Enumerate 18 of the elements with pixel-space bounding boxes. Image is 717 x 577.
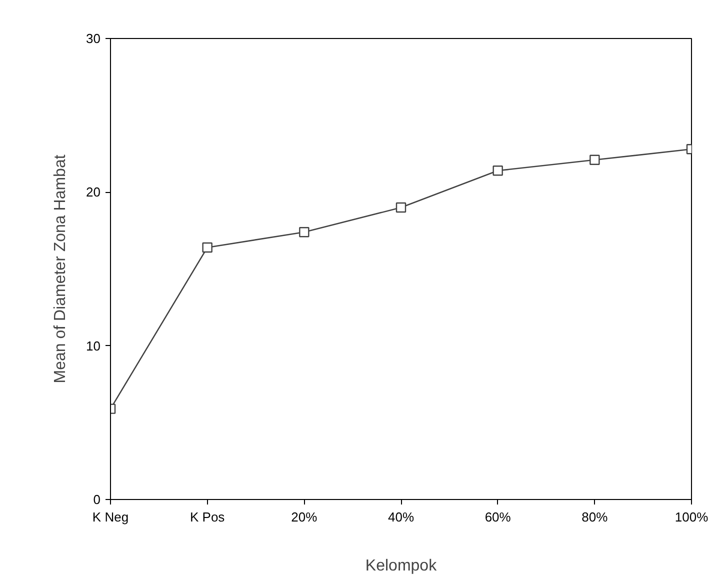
y-axis-title: Mean of Diameter Zona Hambat xyxy=(52,154,70,384)
y-tick-label: 10 xyxy=(86,338,101,354)
x-tick-label: 20% xyxy=(291,510,318,524)
x-tick-label: 100% xyxy=(674,510,709,524)
y-tick-label: 20 xyxy=(86,184,101,200)
point xyxy=(492,166,503,176)
point xyxy=(202,242,212,253)
y-tick-label: 0 xyxy=(93,492,101,507)
x-tick-label: 80% xyxy=(582,510,608,524)
point xyxy=(299,227,310,238)
x-tick-label: 60% xyxy=(484,510,512,524)
x-tick-label: K Pos xyxy=(190,510,226,524)
x-tick-label: K Neg xyxy=(92,510,129,524)
point xyxy=(396,202,406,213)
point xyxy=(590,154,600,165)
y-tick-label: 30 xyxy=(86,31,101,46)
x-axis-title: Kelompok xyxy=(365,558,438,574)
x-tick-label: 40% xyxy=(388,510,414,524)
